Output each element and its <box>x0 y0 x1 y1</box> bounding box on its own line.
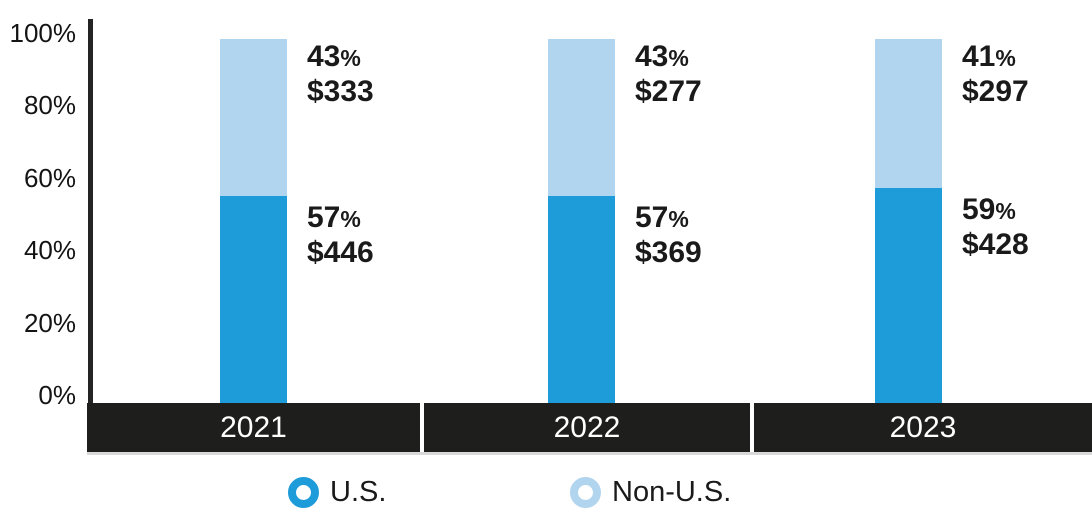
non-us-value-label-2022: 43% $277 <box>635 40 702 109</box>
segment-amount-label: $277 <box>635 75 702 108</box>
segment-percent-label: 41% <box>962 40 1016 73</box>
segment-percent-label: 43% <box>635 40 689 73</box>
segment-percent-label: 57% <box>635 201 689 234</box>
us-value-label-2023: 59% $428 <box>962 193 1029 262</box>
bar-2021-non-us-segment <box>220 39 287 196</box>
non-us-value-label-2021: 43% $333 <box>307 40 374 109</box>
bar-2023-us-segment <box>875 188 942 403</box>
bar-2021-us-segment <box>220 196 287 403</box>
bar-2022-us-segment <box>548 196 615 403</box>
y-axis-tick: 60% <box>23 162 76 193</box>
x-axis-label-2021: 2021 <box>87 403 420 452</box>
us-value-label-2021: 57% $446 <box>307 201 374 270</box>
y-axis-line <box>88 19 93 403</box>
legend-label-us: U.S. <box>330 476 387 508</box>
non-us-ring-icon <box>570 477 601 508</box>
segment-percent-label: 43% <box>307 40 361 73</box>
segment-amount-label: $333 <box>307 75 374 108</box>
x-axis-label-2022: 2022 <box>424 403 750 452</box>
segment-percent-label: 59% <box>962 193 1016 226</box>
y-axis-tick: 40% <box>23 235 76 266</box>
segment-percent-label: 57% <box>307 201 361 234</box>
us-value-label-2022: 57% $369 <box>635 201 702 270</box>
x-axis-label-2023: 2023 <box>754 403 1092 452</box>
legend-label-nonus: Non-U.S. <box>612 476 732 508</box>
y-axis-tick: 0% <box>38 380 76 410</box>
segment-amount-label: $369 <box>635 236 702 269</box>
segment-amount-label: $446 <box>307 236 374 269</box>
legend-item-nonus: Non-U.S. <box>570 476 732 508</box>
us-ring-icon <box>288 477 319 508</box>
y-axis-tick: 20% <box>23 307 76 338</box>
legend-item-us: U.S. <box>288 476 387 508</box>
segment-amount-label: $297 <box>962 75 1029 108</box>
stacked-bar-2022 <box>548 39 615 403</box>
x-axis-band: 2021 2022 2023 <box>87 403 1092 455</box>
y-axis-tick: 100% <box>9 18 77 48</box>
bar-2023-non-us-segment <box>875 39 942 188</box>
y-axis-tick: 80% <box>23 90 76 121</box>
bar-2022-non-us-segment <box>548 39 615 196</box>
stacked-bar-2023 <box>875 39 942 403</box>
segment-amount-label: $428 <box>962 228 1029 261</box>
non-us-value-label-2023: 41% $297 <box>962 40 1029 109</box>
stacked-bar-2021 <box>220 39 287 403</box>
